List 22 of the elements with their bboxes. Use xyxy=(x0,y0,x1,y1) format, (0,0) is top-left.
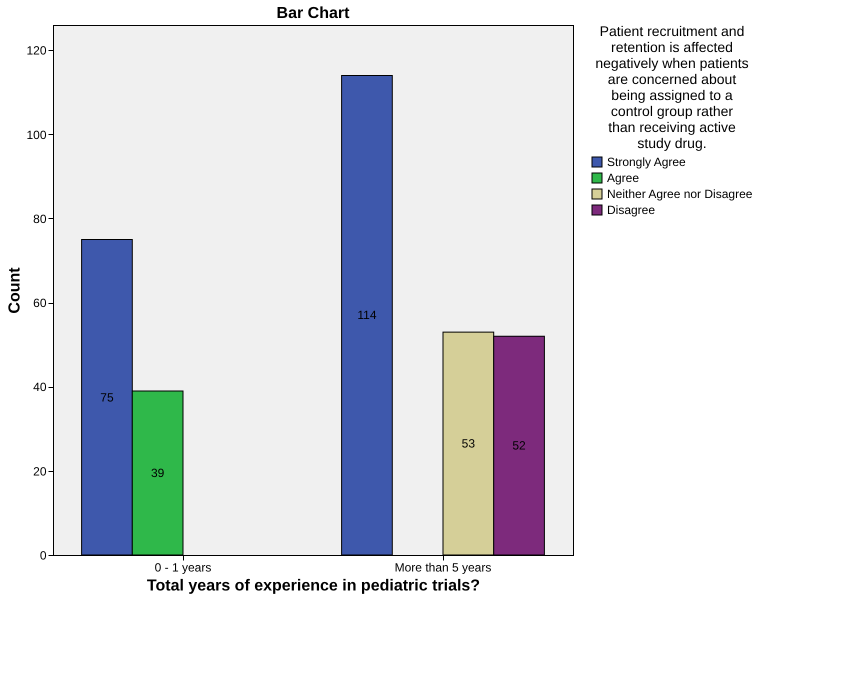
y-tick-label: 20 xyxy=(33,464,47,478)
x-axis-title: Total years of experience in pediatric trials? xyxy=(146,578,480,594)
x-tick-label: More than 5 years xyxy=(394,560,492,574)
y-tick-label: 100 xyxy=(26,128,47,142)
x-tick-label: 0 - 1 years xyxy=(154,560,212,574)
y-tick-label: 0 xyxy=(40,548,47,562)
y-axis-title: Count xyxy=(6,266,24,314)
y-tick-label: 80 xyxy=(33,212,47,226)
data-label: 114 xyxy=(357,308,377,322)
data-label: 53 xyxy=(462,436,476,451)
y-tick-label: 60 xyxy=(33,296,47,310)
legend-label: Strongly Agree xyxy=(607,155,686,169)
data-label: 39 xyxy=(150,466,165,480)
y-tick-label: 120 xyxy=(26,44,47,58)
data-label: 75 xyxy=(100,390,114,404)
data-label: 52 xyxy=(512,438,526,453)
y-tick-label: 40 xyxy=(33,380,47,394)
legend-label: Neither Agree nor Disagree xyxy=(607,187,753,201)
legend-title: Patient recruitment and retention is affected negatively when patients are concerned about being assigned to a control group rather than receiving active study drug. xyxy=(595,23,749,151)
chart-title: Bar Chart xyxy=(276,5,350,22)
legend-label: Agree xyxy=(607,171,640,185)
legend-label: Disagree xyxy=(607,203,656,217)
